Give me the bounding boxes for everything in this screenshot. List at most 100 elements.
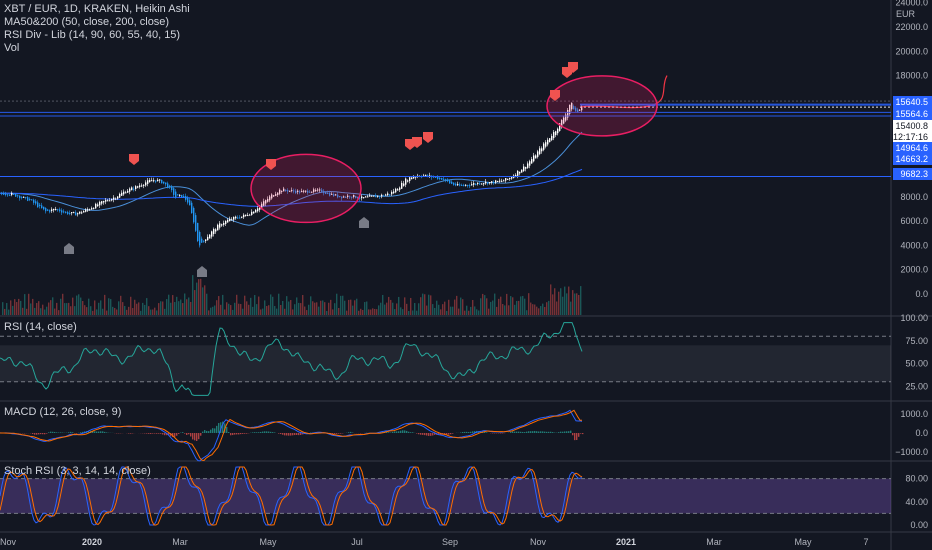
volume-bar <box>300 303 302 315</box>
macd-hist-bar <box>48 432 50 433</box>
candle <box>305 190 307 192</box>
candle <box>255 209 257 213</box>
volume-bar <box>262 308 264 315</box>
volume-bar <box>466 305 468 315</box>
macd-hist-bar <box>396 431 398 433</box>
volume-bar <box>236 294 238 315</box>
volume-bar <box>570 301 572 315</box>
volume-bar <box>346 310 348 315</box>
volume-bar <box>154 307 156 315</box>
candle <box>415 176 417 178</box>
macd-hist-bar <box>156 433 158 434</box>
candle <box>347 195 349 198</box>
volume-bar <box>474 306 476 315</box>
macd-hist-bar <box>154 433 156 434</box>
volume-bar <box>540 306 542 315</box>
macd-pane-label[interactable]: MACD (12, 26, close, 9) <box>4 406 122 418</box>
candle <box>51 209 53 211</box>
symbol-title[interactable]: XBT / EUR, 1D, KRAKEN, Heikin Ashi <box>4 3 190 15</box>
ma-indicator-label[interactable]: MA50&200 (50, close, 200, close) <box>4 16 170 28</box>
candle <box>487 182 489 184</box>
macd-hist-bar <box>522 431 524 433</box>
candle <box>453 182 455 185</box>
volume-bar <box>150 309 152 315</box>
candle <box>93 207 95 209</box>
volume-bar <box>366 301 368 315</box>
rsi-div-indicator-label[interactable]: RSI Div - Lib (14, 90, 60, 55, 40, 15) <box>4 29 181 41</box>
candle <box>451 181 453 184</box>
macd-hist-bar <box>178 433 180 434</box>
volume-bar <box>290 300 292 315</box>
volume-bar <box>164 308 166 315</box>
candle <box>501 180 503 182</box>
volume-bar <box>564 286 566 315</box>
volume-indicator-label[interactable]: Vol <box>4 42 20 54</box>
volume-bar <box>50 300 52 315</box>
candle <box>163 181 165 184</box>
volume-bar <box>240 303 242 315</box>
volume-bar <box>510 296 512 315</box>
macd-hist-bar <box>162 433 164 435</box>
macd-hist-bar <box>338 433 340 434</box>
candle <box>65 211 67 213</box>
candle <box>515 174 517 177</box>
volume-bar <box>444 301 446 315</box>
candle <box>103 200 105 203</box>
candle <box>231 219 233 221</box>
candle <box>355 195 357 198</box>
candle <box>99 201 101 206</box>
candle <box>7 194 9 196</box>
candle <box>493 181 495 184</box>
macd-hist-bar <box>272 432 274 433</box>
volume-bar <box>134 299 136 315</box>
candle <box>319 189 321 191</box>
volume-bar <box>114 307 116 315</box>
volume-bar <box>26 308 28 315</box>
macd-hist-bar <box>530 431 532 433</box>
candle <box>361 196 363 199</box>
volume-bar <box>324 302 326 315</box>
volume-bar <box>450 306 452 315</box>
candle <box>309 191 311 193</box>
bearish-divergence-marker <box>129 154 139 165</box>
volume-bar <box>130 296 132 315</box>
volume-bar <box>132 308 134 315</box>
macd-hist-bar <box>536 431 538 433</box>
countdown-bg <box>893 131 932 142</box>
volume-bar <box>94 300 96 315</box>
volume-bar <box>362 309 364 315</box>
volume-bar <box>210 307 212 315</box>
volume-bar <box>332 309 334 315</box>
macd-hist-bar <box>56 432 58 433</box>
macd-hist-bar <box>184 433 186 434</box>
stoch-pane-label[interactable]: Stoch RSI (3, 3, 14, 14, close) <box>4 465 151 477</box>
macd-hist-bar <box>206 430 208 433</box>
candle <box>205 239 207 241</box>
volume-bar <box>384 304 386 315</box>
candle <box>115 198 117 200</box>
volume-bar <box>20 300 22 315</box>
candle <box>503 180 505 182</box>
candle <box>107 200 109 202</box>
candle <box>177 194 179 196</box>
candle <box>449 180 451 184</box>
candle <box>337 194 339 198</box>
volume-bar <box>158 303 160 315</box>
macd-hist-bar <box>574 433 576 441</box>
candle <box>265 200 267 204</box>
volume-bar <box>380 302 382 315</box>
candle <box>197 222 199 242</box>
macd-hist-bar <box>200 433 202 436</box>
candle <box>473 183 475 185</box>
candle <box>351 196 353 198</box>
macd-hist-bar <box>202 431 204 433</box>
volume-bar <box>286 296 288 315</box>
macd-hist-bar <box>462 431 464 433</box>
volume-bar <box>4 308 6 315</box>
rsi-pane-label[interactable]: RSI (14, close) <box>4 321 77 333</box>
macd-hist-bar <box>266 431 268 433</box>
volume-bar <box>352 305 354 315</box>
candle <box>327 192 329 194</box>
candle <box>485 181 487 184</box>
